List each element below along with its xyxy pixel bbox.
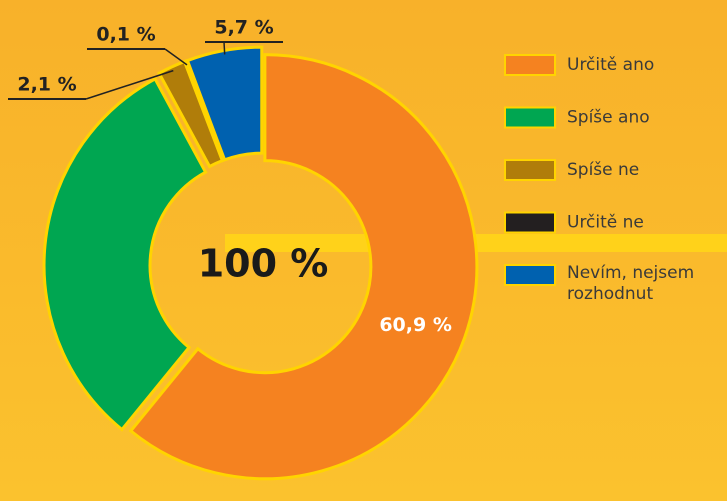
leader-line — [223, 41, 226, 55]
legend-swatch — [504, 106, 556, 129]
center-label: 100 % — [198, 242, 329, 286]
legend-label: Spíše ne — [567, 160, 639, 180]
legend-label: Nevím, nejsem rozhodnut — [567, 263, 700, 304]
legend-label: Spíše ano — [567, 108, 650, 128]
legend-swatch — [504, 159, 556, 181]
legend-swatch — [504, 264, 556, 286]
data-label: 60,9 % — [379, 314, 452, 336]
legend-swatch — [504, 54, 556, 76]
data-label: 0,1 % — [96, 24, 155, 46]
data-label: 2,1 % — [17, 74, 76, 96]
slice — [42, 76, 208, 432]
slice — [185, 45, 264, 162]
legend-swatch — [504, 211, 556, 234]
legend-label: Určitě ano — [567, 55, 654, 75]
legend-label: Určitě ne — [567, 213, 644, 233]
slices — [42, 45, 479, 481]
leader-line — [164, 48, 188, 66]
data-label: 5,7 % — [214, 17, 273, 39]
slice — [128, 53, 479, 481]
leader-line — [85, 69, 174, 100]
